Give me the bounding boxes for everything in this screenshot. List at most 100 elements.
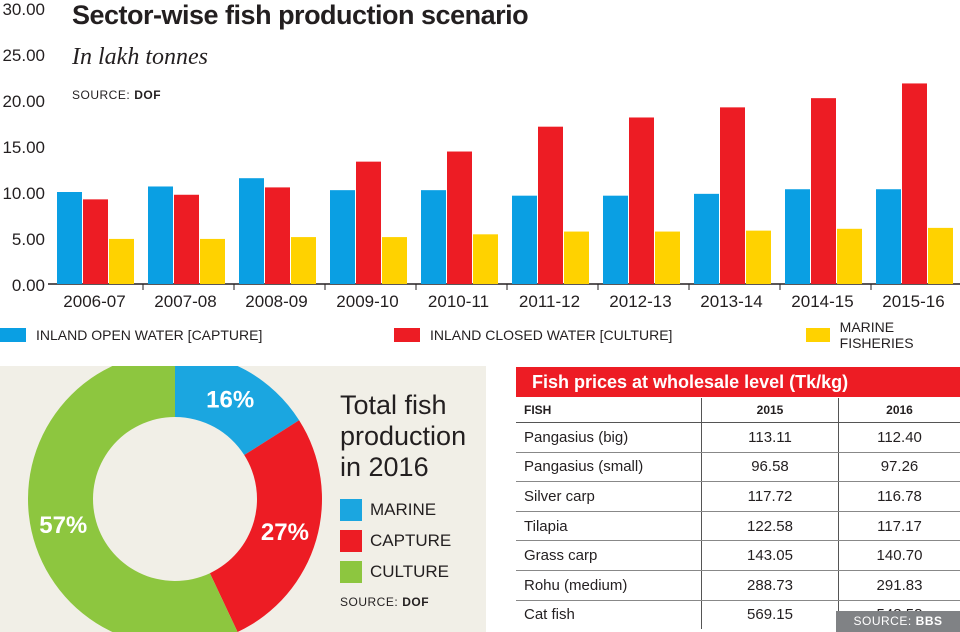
table-header-row: FISH 2015 2016	[516, 398, 960, 423]
table-cell: Grass carp	[516, 540, 702, 571]
bar	[720, 107, 745, 284]
table-cell: 116.78	[838, 481, 960, 512]
x-tick-label: 2009-10	[336, 292, 398, 311]
bar	[655, 231, 680, 284]
x-tick-label: 2012-13	[609, 292, 671, 311]
donut-source: SOURCE: DOF	[340, 595, 430, 609]
table-cell: 569.15	[701, 600, 839, 630]
y-tick-label: 30.00	[2, 0, 45, 19]
legend-label: CULTURE	[370, 562, 450, 581]
table-cell: 143.05	[701, 540, 839, 571]
table-title: Fish prices at wholesale level (Tk/kg)	[516, 367, 960, 397]
table-row: Silver carp 117.72 116.78	[516, 481, 960, 512]
legend-item-marine-fisheries: MARINE FISHERIES	[806, 319, 960, 351]
table-cell: 117.72	[701, 481, 839, 512]
y-tick-label: 10.00	[2, 184, 45, 203]
legend-item-inland-closed-water: INLAND CLOSED WATER [CULTURE]	[394, 325, 672, 345]
chart-source: SOURCE: DOF	[72, 88, 162, 102]
slice-label: 16%	[206, 387, 254, 414]
bar	[564, 231, 589, 284]
bar	[291, 237, 316, 284]
bar	[785, 189, 810, 284]
bar	[421, 190, 446, 284]
table-cell: Cat fish	[524, 606, 575, 624]
price-table: FISH 2015 2016 Pangasius (big) 113.11 112.…	[516, 398, 960, 630]
table-row: Rohu (medium) 288.73 291.83	[516, 570, 960, 601]
x-tick-label: 2008-09	[245, 292, 307, 311]
donut-chart: 16% 27% 57%	[28, 366, 322, 632]
bar	[447, 151, 472, 284]
table-cell: Tilapia	[516, 511, 702, 542]
column-header: FISH	[516, 398, 702, 423]
table-row: Tilapia 122.58 117.17	[516, 511, 960, 542]
bar-chart: 0.00 5.00 10.00 15.00 20.00 25.00 30.00 2006-07…	[2, 0, 960, 311]
donut-title: Total fish production in 2016	[340, 390, 467, 482]
bar	[837, 228, 862, 284]
legend-item-inland-open-water: INLAND OPEN WATER [CAPTURE]	[0, 325, 262, 345]
slice-label: 27%	[261, 519, 309, 546]
bar	[746, 230, 771, 284]
table-cell: 96.58	[701, 452, 839, 483]
donut-legend-capture: CAPTURE	[340, 530, 451, 552]
donut-legend-culture: CULTURE	[340, 561, 449, 583]
table-cell: 112.40	[838, 422, 960, 453]
table-cell: 288.73	[701, 570, 839, 601]
legend-swatch	[394, 328, 420, 342]
table-row: Grass carp 143.05 140.70	[516, 540, 960, 571]
table-cell: 291.83	[838, 570, 960, 601]
legend-label: CAPTURE	[370, 531, 452, 550]
y-tick-label: 0.00	[12, 276, 45, 295]
y-tick-label: 25.00	[2, 46, 45, 65]
legend-swatch	[340, 499, 362, 521]
donut-legend-marine: MARINE	[340, 499, 436, 521]
y-tick-label: 20.00	[2, 92, 45, 111]
x-tick-label: 2011-12	[519, 292, 580, 311]
table-row: Pangasius (big) 113.11 112.40	[516, 422, 960, 453]
donut-slice	[175, 366, 300, 456]
chart-subtitle: In lakh tonnes	[72, 44, 208, 70]
legend-swatch	[0, 328, 26, 342]
table-cell: Rohu (medium)	[516, 570, 702, 601]
legend-label: MARINE FISHERIES	[839, 319, 914, 351]
bar	[239, 178, 264, 284]
legend-swatch	[806, 328, 830, 342]
table-cell: Silver carp	[516, 481, 702, 512]
bar	[382, 237, 407, 284]
table-cell: 113.11	[701, 422, 839, 453]
legend-swatch	[340, 530, 362, 552]
table-cell: 122.58	[701, 511, 839, 542]
bar	[356, 161, 381, 284]
x-tick-label: 2015-16	[882, 292, 944, 311]
bar	[512, 195, 537, 284]
bar	[538, 126, 563, 285]
bar	[57, 192, 82, 284]
bar	[148, 186, 173, 284]
table-cell: 140.70	[838, 540, 960, 571]
column-header: 2015	[701, 398, 839, 423]
bar	[200, 238, 225, 284]
x-tick-label: 2014-15	[791, 292, 853, 311]
table-cell: 97.26	[838, 452, 960, 483]
bar	[109, 238, 134, 284]
table-cell: Pangasius (small)	[516, 452, 702, 483]
table-source: SOURCE: BBS	[836, 611, 960, 632]
bar	[265, 187, 290, 284]
x-tick-label: 2013-14	[700, 292, 762, 311]
x-tick-label: 2010-11	[428, 292, 489, 311]
donut-slice	[209, 420, 322, 632]
bar	[694, 193, 719, 284]
bar	[603, 195, 628, 284]
bar	[174, 194, 199, 284]
legend-label: INLAND OPEN WATER [CAPTURE]	[36, 327, 263, 343]
bar	[83, 199, 108, 284]
legend-swatch	[340, 561, 362, 583]
table-cell: 117.17	[838, 511, 960, 542]
chart-title: Sector-wise fish production scenario	[72, 0, 529, 30]
bar	[811, 98, 836, 284]
bar	[473, 234, 498, 284]
x-tick-label: 2006-07	[63, 292, 125, 311]
x-tick-label: 2007-08	[154, 292, 216, 311]
table-cell: Pangasius (big)	[516, 422, 702, 453]
bar	[876, 189, 901, 284]
y-tick-label: 15.00	[2, 138, 45, 157]
